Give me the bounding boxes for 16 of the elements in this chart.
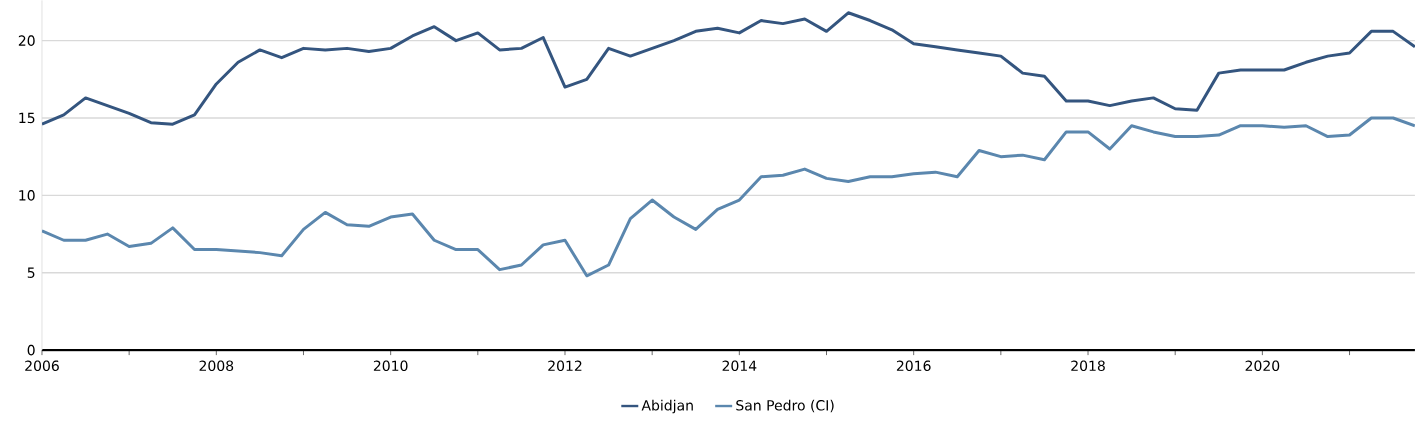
x-tick-label: 2012	[548, 360, 582, 372]
y-tick-label: 20	[18, 35, 35, 46]
y-tick-label: 15	[19, 112, 35, 124]
y-tick-label: 5	[27, 267, 35, 278]
legend-label: Abidjan	[641, 399, 693, 414]
x-tick-label: 2010	[373, 360, 408, 372]
y-tick-label: 10	[19, 190, 35, 201]
legend-label: San Pedro (CI)	[736, 399, 834, 413]
y-tick-label: 0	[27, 344, 35, 356]
x-tick-label: 2014	[722, 360, 757, 372]
x-tick-label: 2006	[25, 360, 59, 372]
line-series	[41, 116, 1415, 278]
x-tick-label: 2018	[1071, 360, 1105, 372]
x-tick-label: 2008	[199, 360, 234, 372]
x-tick-label: 2020	[1245, 360, 1280, 372]
x-tick-label: 2016	[896, 360, 931, 372]
